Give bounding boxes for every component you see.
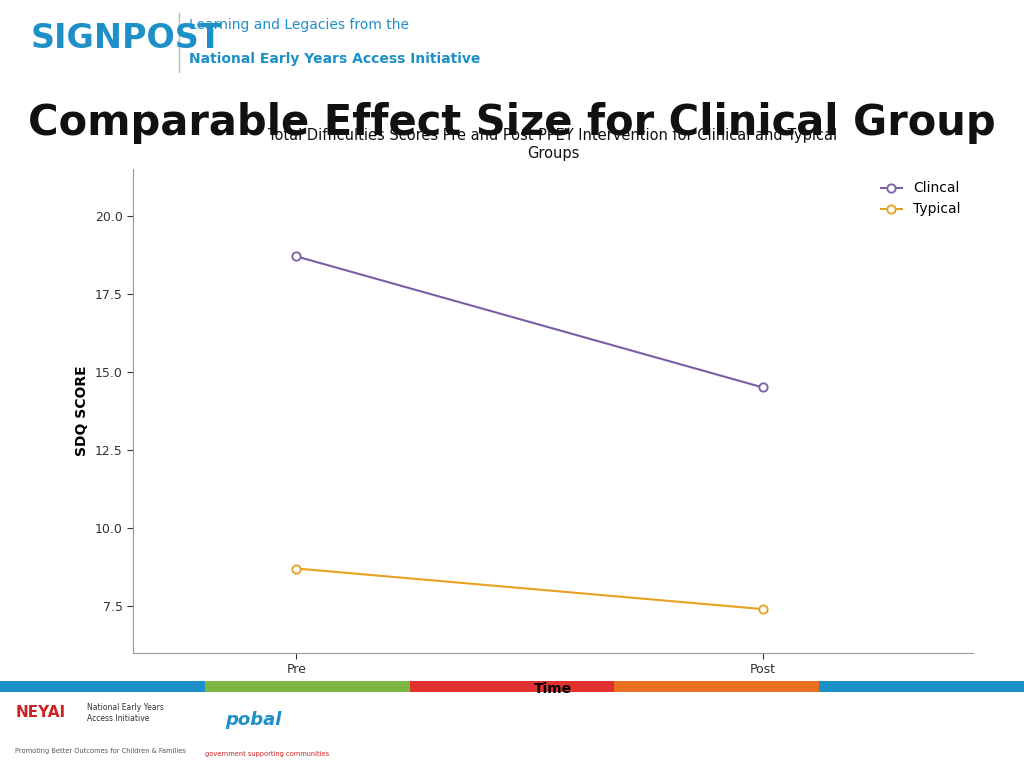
- Legend: Clincal, Typical: Clincal, Typical: [876, 176, 966, 222]
- Text: Promoting Better Outcomes for Children & Families: Promoting Better Outcomes for Children &…: [15, 748, 186, 753]
- Typical: [757, 604, 769, 614]
- Clincal: [757, 383, 769, 392]
- Bar: [0, 681, 205, 693]
- Bar: [205, 681, 410, 693]
- Bar: [819, 681, 1024, 693]
- X-axis label: Time: Time: [534, 682, 572, 696]
- Text: National Early Years Access Initiative: National Early Years Access Initiative: [189, 52, 481, 66]
- Text: NEYAI: NEYAI: [15, 705, 66, 720]
- Clincal: [290, 252, 302, 261]
- Text: National Early Years
Access Initiative: National Early Years Access Initiative: [87, 703, 164, 723]
- Bar: [410, 681, 614, 693]
- Line: Clincal: Clincal: [292, 252, 767, 392]
- Title: Total Difficulties Scores Pre and Post PPEY Intervention for Clinical and Typica: Total Difficulties Scores Pre and Post P…: [268, 128, 838, 161]
- Bar: [614, 681, 819, 693]
- Line: Typical: Typical: [292, 564, 767, 614]
- Text: Learning and Legacies from the: Learning and Legacies from the: [189, 18, 410, 32]
- Text: SIGNPOST: SIGNPOST: [31, 22, 222, 55]
- Text: government supporting communities: government supporting communities: [205, 751, 329, 757]
- Text: Comparable Effect Size for Clinical Group: Comparable Effect Size for Clinical Grou…: [28, 102, 996, 144]
- Text: pobal: pobal: [225, 711, 282, 729]
- Y-axis label: SDQ SCORE: SDQ SCORE: [76, 366, 89, 456]
- Typical: [290, 564, 302, 573]
